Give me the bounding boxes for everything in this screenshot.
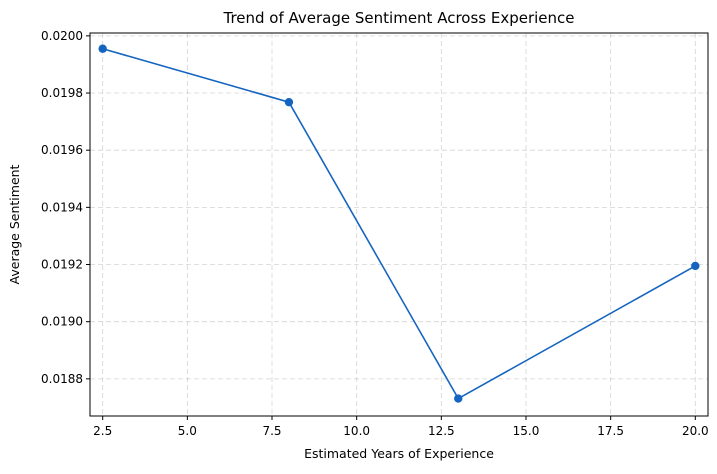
data-point: [98, 44, 107, 53]
x-tick-label: 20.0: [682, 424, 709, 438]
x-tick-label: 2.5: [93, 424, 112, 438]
y-tick-label: 0.0196: [41, 143, 83, 157]
data-point: [284, 97, 294, 107]
y-tick-label: 0.0188: [41, 372, 83, 386]
y-axis-label: Average Sentiment: [7, 164, 22, 284]
chart-title: Trend of Average Sentiment Across Experi…: [222, 9, 574, 27]
y-tick-label: 0.0198: [41, 86, 83, 100]
y-tick-label: 0.0194: [41, 200, 83, 214]
x-axis-label: Estimated Years of Experience: [304, 446, 494, 461]
x-tick-label: 15.0: [513, 424, 540, 438]
y-tick-label: 0.0190: [41, 315, 83, 329]
ticks: 2.5 5.0 7.5 10.0 12.5 15.0 17.5 20.0 0.0188 0.019…: [41, 29, 709, 438]
x-tick-label: 5.0: [178, 424, 197, 438]
series-layer: [98, 44, 700, 403]
data-point: [691, 261, 700, 271]
plot-frame: [89, 32, 709, 417]
x-tick-label: 10.0: [343, 424, 370, 438]
y-tick-label: 0.0200: [41, 29, 83, 43]
y-tick-label: 0.0192: [41, 258, 83, 272]
series-line: [102, 47, 696, 400]
data-point: [454, 394, 463, 403]
grid: [90, 33, 708, 416]
x-tick-label: 17.5: [597, 424, 624, 438]
x-tick-label: 7.5: [262, 424, 281, 438]
x-tick-label: 12.5: [428, 424, 455, 438]
